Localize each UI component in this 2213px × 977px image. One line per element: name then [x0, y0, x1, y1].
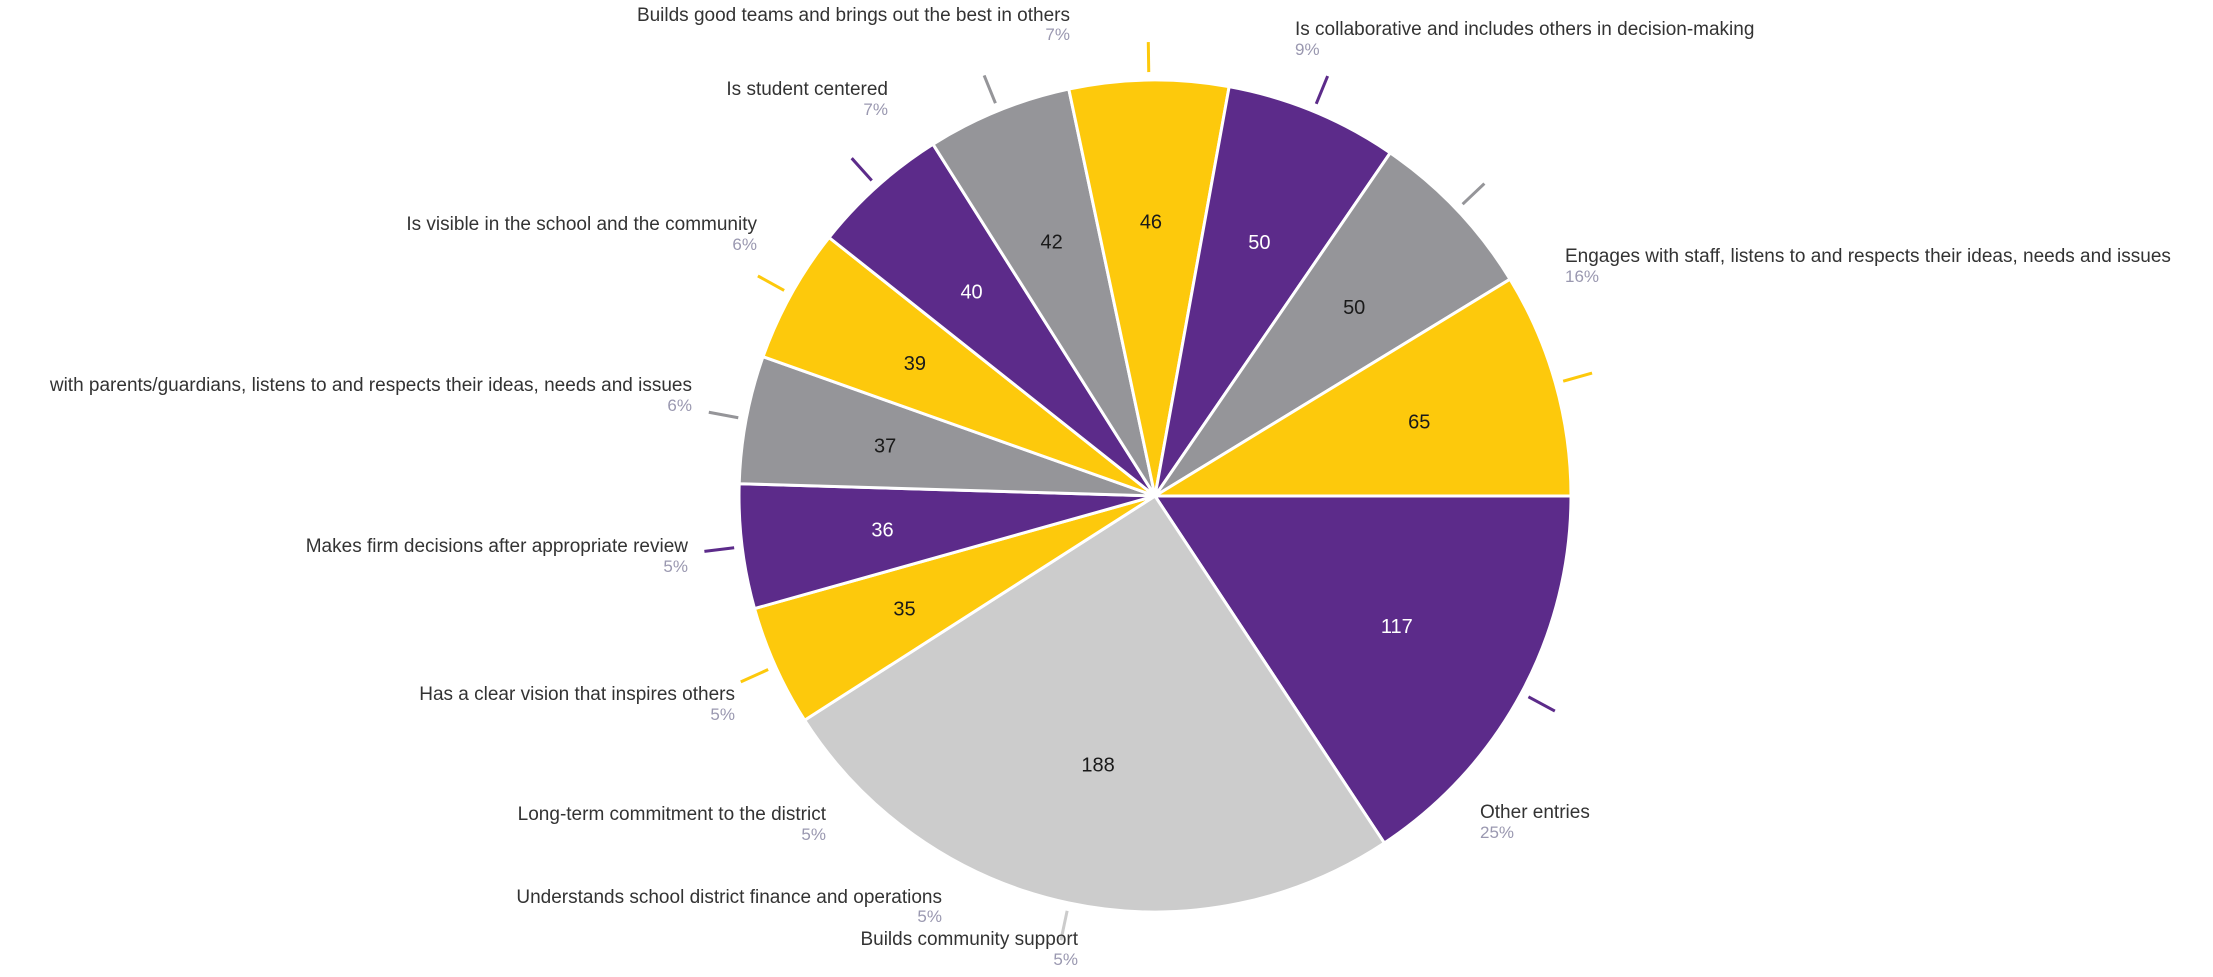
leader-line-is-collaborative-and-includes-others-in- — [1563, 373, 1592, 381]
category-label-long-term-commitment-to-the-district: Long-term commitment to the district — [518, 804, 827, 825]
percent-label-is-visible-in-the-school-and-the-communi: 6% — [732, 235, 757, 254]
percent-label-has-a-clear-vision-that-inspires-others: 5% — [710, 705, 735, 724]
value-label-makes-firm-decisions-after-appropriate-r: 40 — [960, 282, 982, 304]
pie-slices — [739, 80, 1571, 912]
value-label-long-term-commitment-to-the-district: 37 — [874, 435, 896, 457]
category-label-has-a-clear-vision-that-inspires-others: Has a clear vision that inspires others — [419, 684, 735, 705]
category-label-builds-community-support: Builds community support — [860, 929, 1078, 950]
percent-label-is-collaborative-and-includes-others-in-: 9% — [1295, 40, 1320, 59]
value-label-understands-school-district-finance-and-: 36 — [871, 519, 893, 541]
category-label-other-entries: Other entries — [1480, 802, 1590, 823]
value-label-builds-good-teams-and-brings-out-the-bes: 50 — [1343, 297, 1365, 319]
leader-line-understands-school-district-finance-and- — [704, 548, 734, 552]
category-label-with-parents-guardians-listens-to-and-re: with parents/guardians, listens to and r… — [49, 375, 692, 396]
leader-line-with-parents-guardians-listens-to-and-re — [984, 75, 995, 103]
percent-label-builds-community-support: 5% — [1053, 950, 1078, 969]
value-label-builds-community-support: 35 — [893, 598, 915, 620]
value-label-has-a-clear-vision-that-inspires-others: 39 — [904, 353, 926, 375]
leader-line-builds-community-support — [741, 670, 768, 682]
category-label-builds-good-teams-and-brings-out-the-bes: Builds good teams and brings out the bes… — [637, 5, 1070, 26]
value-label-is-student-centered: 50 — [1248, 232, 1270, 254]
value-label-other-entries: 188 — [1081, 755, 1114, 777]
value-label-engages-with-staff-listens-to-and-respec: 117 — [1381, 616, 1413, 638]
leader-line-builds-good-teams-and-brings-out-the-bes — [1463, 184, 1485, 205]
percent-label-understands-school-district-finance-and-: 5% — [917, 907, 942, 926]
leader-line-is-student-centered — [1316, 76, 1327, 104]
percent-label-makes-firm-decisions-after-appropriate-r: 5% — [663, 557, 688, 576]
category-label-engages-with-staff-listens-to-and-respec: Engages with staff, listens to and respe… — [1565, 246, 2171, 267]
leader-line-has-a-clear-vision-that-inspires-others — [758, 276, 784, 291]
category-label-is-visible-in-the-school-and-the-communi: Is visible in the school and the communi… — [406, 214, 757, 235]
percent-label-with-parents-guardians-listens-to-and-re: 6% — [667, 396, 692, 415]
category-label-is-student-centered: Is student centered — [726, 79, 888, 100]
leader-line-long-term-commitment-to-the-district — [709, 412, 738, 418]
category-label-is-collaborative-and-includes-others-in-: Is collaborative and includes others in … — [1295, 19, 1754, 40]
percent-label-engages-with-staff-listens-to-and-respec: 16% — [1565, 267, 1599, 286]
leader-line-engages-with-staff-listens-to-and-respec — [1528, 697, 1554, 711]
leader-line-makes-firm-decisions-after-appropriate-r — [852, 158, 872, 180]
percent-label-other-entries: 25% — [1480, 823, 1514, 842]
value-label-is-visible-in-the-school-and-the-communi: 46 — [1140, 211, 1162, 233]
value-label-is-collaborative-and-includes-others-in-: 65 — [1408, 412, 1430, 434]
percent-label-builds-good-teams-and-brings-out-the-bes: 7% — [1045, 25, 1070, 44]
category-label-makes-firm-decisions-after-appropriate-r: Makes firm decisions after appropriate r… — [306, 536, 689, 557]
category-label-understands-school-district-finance-and-: Understands school district finance and … — [516, 887, 942, 908]
value-label-with-parents-guardians-listens-to-and-re: 42 — [1041, 232, 1063, 254]
percent-label-long-term-commitment-to-the-district: 5% — [801, 825, 826, 844]
percent-label-is-student-centered: 7% — [863, 100, 888, 119]
